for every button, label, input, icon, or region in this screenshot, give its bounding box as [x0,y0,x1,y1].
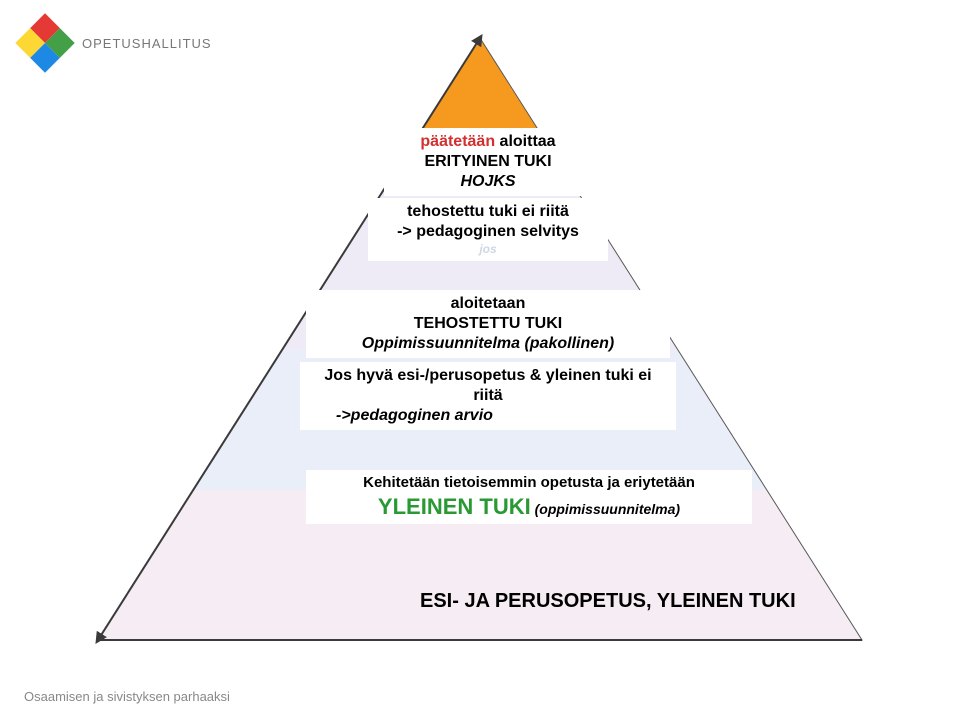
label: (oppimissuunnitelma) [531,501,680,517]
slide: OPETUSHALLITUS päätetään aloittaa ERITYI… [0,0,960,720]
logo-icon [15,13,74,72]
label: tehostettu tuki ei riitä [376,202,600,222]
label: ->pedagoginen arvio [308,406,668,426]
label: aloittaa [495,133,555,150]
label: ERITYINEN TUKI [392,152,584,172]
label: YLEINEN TUKI [378,494,531,519]
box-pedagoginen-arvio: Jos hyvä esi-/perusopetus & yleinen tuki… [300,362,676,430]
box-erityinen-tuki: päätetään aloittaa ERITYINEN TUKI HOJKS [384,128,592,196]
label: päätetään [420,133,495,150]
pyramid: päätetään aloittaa ERITYINEN TUKI HOJKS … [80,30,880,670]
label: -> pedagoginen selvitys [376,222,600,242]
label: aloitetaan [314,294,662,314]
label: Kehitetään tietoisemmin opetusta ja eriy… [314,474,744,493]
footer-text: Osaamisen ja sivistyksen parhaaksi [24,689,230,704]
label: Oppimissuunnitelma (pakollinen) [314,334,662,354]
label: jos [376,242,600,257]
label: TEHOSTETTU TUKI [314,314,662,334]
box-yleinen-tuki: Kehitetään tietoisemmin opetusta ja eriy… [306,470,752,524]
base-label: ESI- JA PERUSOPETUS, YLEINEN TUKI [420,590,796,613]
label: HOJKS [392,172,584,192]
box-tehostettu-tuki: aloitetaan TEHOSTETTU TUKI Oppimissuunni… [306,290,670,358]
label: Jos hyvä esi-/perusopetus & yleinen tuki… [308,366,668,406]
box-pedagoginen-selvitys: tehostettu tuki ei riitä -> pedagoginen … [368,198,608,261]
